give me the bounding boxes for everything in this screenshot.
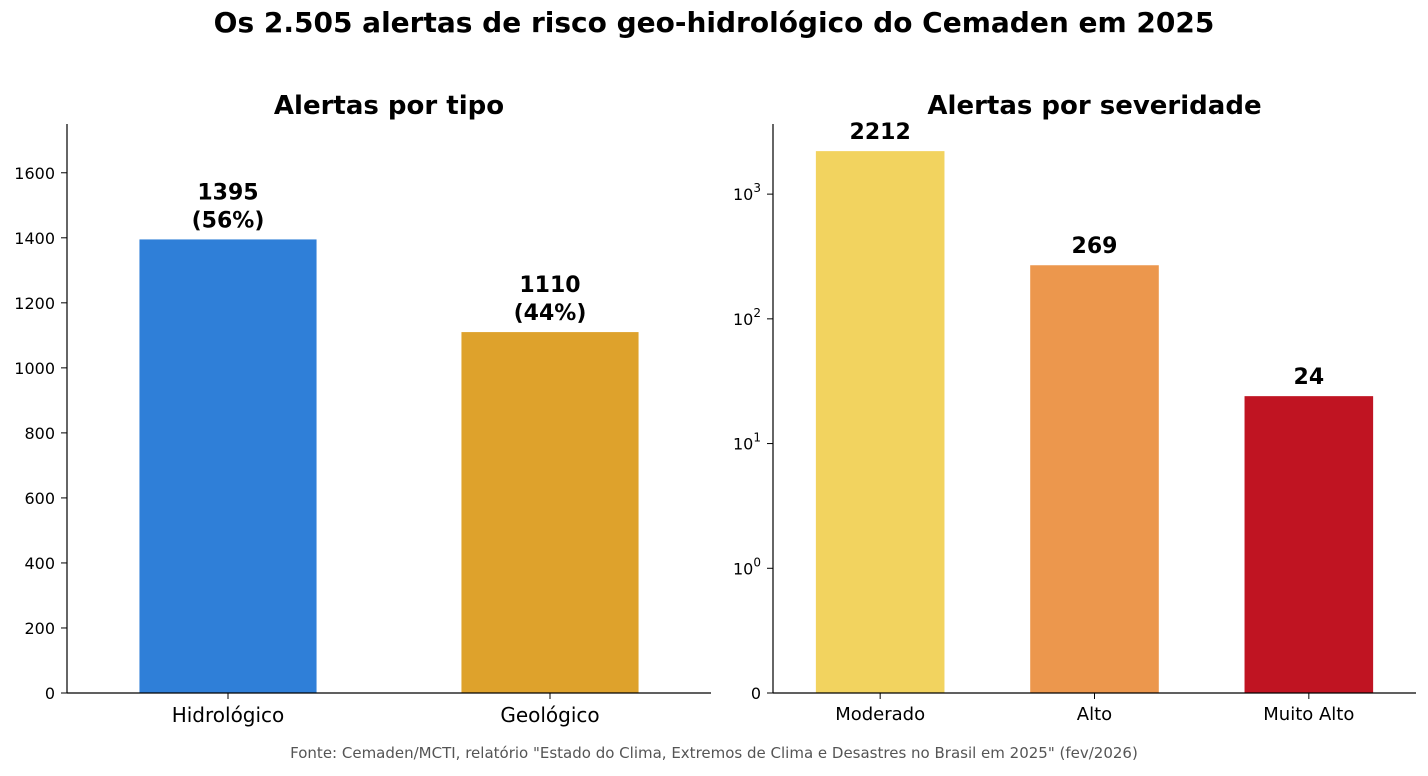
bar-value-label: 2212: [850, 120, 911, 145]
y-tick-label: 0: [45, 684, 55, 703]
bar-value-label: 1110 (44%): [514, 273, 587, 326]
chart-alerts-by-severity: Alertas por severidade 2212 Moderado 269 Alt…: [733, 91, 1416, 725]
y-tick-label: 1200: [14, 294, 55, 313]
bar-value-label: 269: [1072, 234, 1118, 259]
y-tick-label: 103: [733, 181, 761, 204]
y-tick-label: 102: [733, 306, 761, 329]
bar-alto: [1030, 265, 1159, 693]
x-tick-label: Alto: [1077, 704, 1112, 725]
figure-title: Os 2.505 alertas de risco geo-hidrológic…: [213, 6, 1215, 39]
y-tick-label: 1600: [14, 164, 55, 183]
bar-value-label: 24: [1294, 365, 1325, 390]
x-tick-label: Hidrológico: [172, 703, 285, 727]
y-tick-label: 0: [751, 684, 761, 703]
bar-value-label: 1395 (56%): [192, 180, 265, 233]
y-tick-label: 100: [733, 555, 761, 578]
y-tick-label: 1400: [14, 229, 55, 248]
y-tick-label: 1000: [14, 359, 55, 378]
chart-title: Alertas por severidade: [927, 91, 1261, 121]
chart-alerts-by-type: Alertas por tipo 1395 (56%) Hidrológico 1110…: [14, 91, 711, 727]
y-tick-label: 800: [24, 424, 55, 443]
source-note: Fonte: Cemaden/MCTI, relatório "Estado d…: [290, 744, 1138, 762]
x-tick-label: Muito Alto: [1263, 704, 1354, 725]
bar-geologico: [461, 332, 639, 693]
x-tick-label: Geológico: [500, 703, 599, 727]
x-tick-label: Moderado: [835, 704, 925, 725]
bar-muito-alto: [1244, 396, 1374, 693]
chart-title: Alertas por tipo: [274, 91, 504, 121]
y-tick-label: 101: [733, 431, 761, 454]
bar-moderado: [815, 151, 945, 693]
y-tick-label: 200: [24, 619, 55, 638]
y-tick-label: 400: [24, 554, 55, 573]
bar-hidrologico: [139, 239, 317, 693]
y-tick-label: 600: [24, 489, 55, 508]
